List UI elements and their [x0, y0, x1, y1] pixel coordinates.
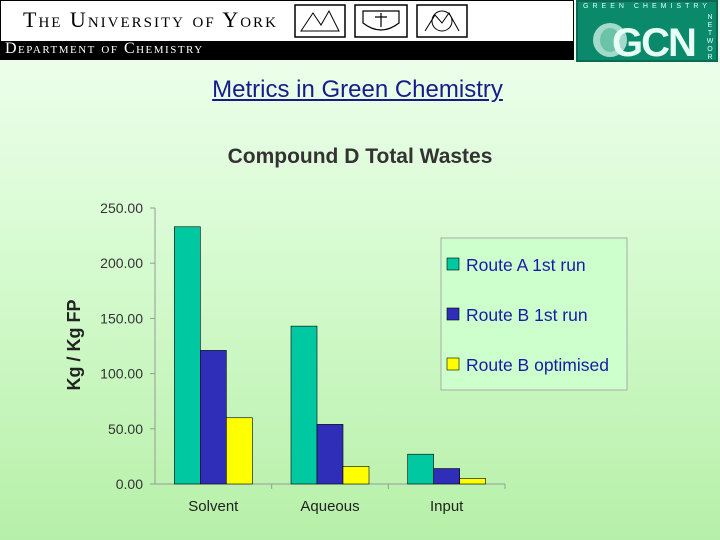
x-tick-label: Input [430, 498, 464, 515]
university-name: The University of York [23, 7, 278, 32]
bar-input-series-1 [407, 453, 434, 485]
page-title: Metrics in Green Chemistry [212, 76, 503, 103]
legend-box [440, 237, 628, 391]
x-tick-label: Aqueous [300, 498, 359, 515]
bar-aqueous-series-2 [316, 424, 344, 485]
banner-bottom: Department of Chemistry [1, 40, 573, 59]
y-tick-label: 100.00 [100, 366, 143, 382]
department-name: Department of Chemistry [5, 40, 204, 57]
x-tick-labels: Solvent Aqueous Input [188, 484, 506, 515]
university-banner: The University of York Department of Che… [0, 0, 574, 60]
bar-solvent-series-1 [174, 226, 201, 485]
y-tick-label: 200.00 [100, 255, 143, 271]
bars [174, 226, 486, 485]
legend-items: Route A 1st run Route B 1st run Route B op… [446, 255, 609, 375]
bar-solvent-series-2 [200, 350, 227, 485]
x-tick-label: Solvent [188, 498, 239, 515]
bar-input-series-2 [433, 468, 460, 485]
legend-swatch [446, 307, 460, 321]
y-tick-label: 50.00 [108, 421, 143, 437]
bar-aqueous-series-3 [342, 466, 370, 485]
y-ticks: 0.00 50.00 100.00 150.00 200.00 250.00 [100, 200, 155, 492]
green-chemistry-network-logo: GREEN CHEMISTRY GCN NETWORK [576, 0, 718, 69]
gcn-logo-mark: GCN [593, 21, 697, 60]
chart-title: Compound D Total Wastes [228, 145, 493, 168]
y-tick-label: 250.00 [100, 200, 143, 216]
legend-swatch [446, 357, 460, 371]
legend-label: Route B 1st run [466, 305, 588, 325]
bar-input-series-3 [459, 478, 486, 485]
banner-top: The University of York [1, 1, 573, 41]
gcn-logo-top-text: GREEN CHEMISTRY [583, 3, 711, 10]
legend-label: Route A 1st run [466, 255, 586, 275]
university-crest-logo [293, 3, 469, 39]
gcn-logo-side-text: NETWORK [706, 14, 714, 69]
y-axis-label: Kg / Kg FP [64, 300, 84, 391]
bar-aqueous-series-1 [290, 325, 318, 485]
gcn-logo-letters: GCN [612, 21, 695, 60]
y-tick-label: 150.00 [100, 310, 143, 326]
legend-swatch [446, 257, 460, 271]
y-tick-label: 0.00 [116, 476, 143, 492]
legend-label: Route B optimised [466, 355, 609, 375]
bar-solvent-series-3 [226, 417, 253, 485]
legend: Route A 1st run Route B 1st run Route B op… [440, 237, 628, 391]
